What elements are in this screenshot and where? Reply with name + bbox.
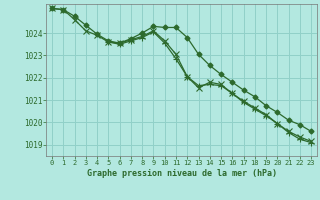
X-axis label: Graphe pression niveau de la mer (hPa): Graphe pression niveau de la mer (hPa)	[87, 169, 276, 178]
